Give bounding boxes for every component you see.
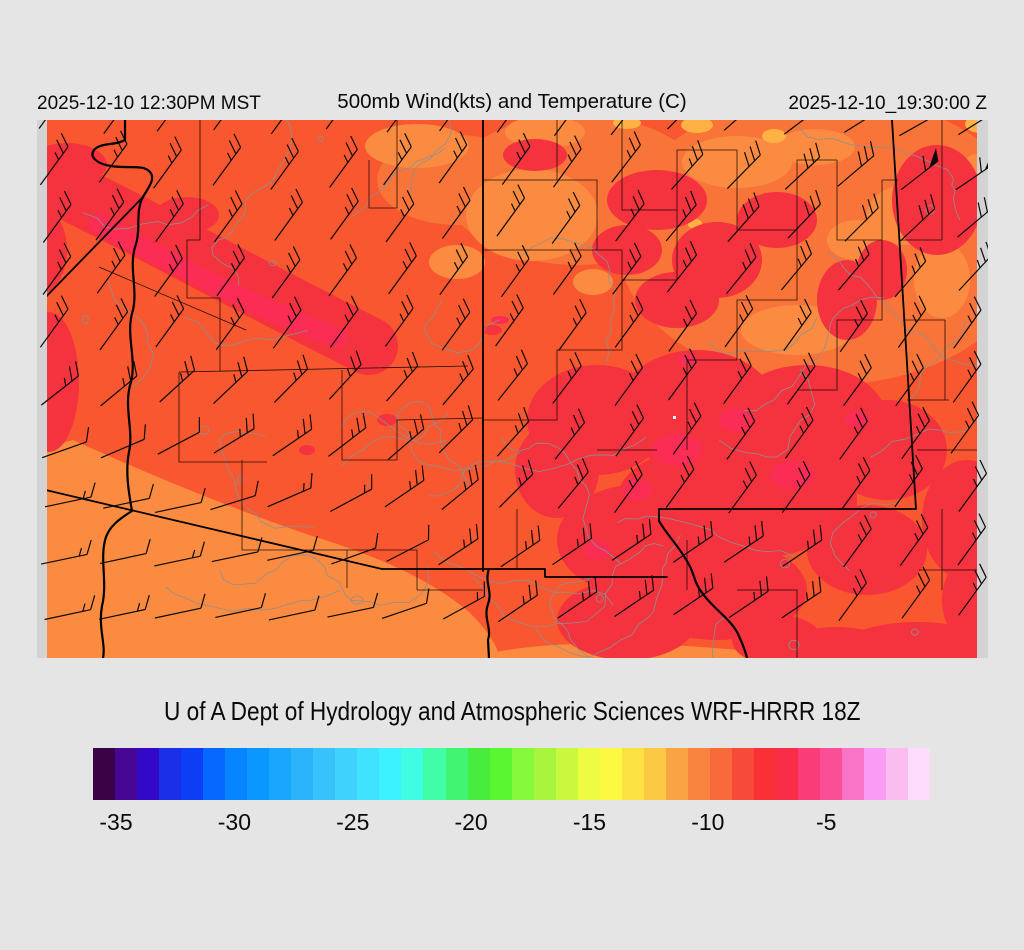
colorbar-segment: [445, 748, 468, 800]
colorbar-segment: [159, 748, 182, 800]
map-canvas: [37, 120, 988, 658]
colorbar-segment: [379, 748, 402, 800]
colorbar-segment: [908, 748, 931, 800]
colorbar-segment: [731, 748, 754, 800]
colorbar-segment: [137, 748, 160, 800]
map-margin-right: [977, 120, 988, 658]
terrain-contours: [82, 120, 988, 658]
county-borders: [98, 120, 988, 658]
colorbar-segment: [335, 748, 358, 800]
colorbar-segment: [401, 748, 424, 800]
map-title: 500mb Wind(kts) and Temperature (C): [337, 90, 687, 113]
temp-light-region: [37, 120, 988, 658]
colorbar-segment: [864, 748, 887, 800]
colorbar-segment: [709, 748, 732, 800]
temp-red-region: [37, 139, 988, 658]
colorbar-tick-labels: -35 -30 -25 -20 -15 -10 -5: [0, 809, 1024, 839]
caption: U of A Dept of Hydrology and Atmospheric…: [163, 696, 861, 726]
local-timestamp: 2025-12-10 12:30PM MST: [37, 93, 261, 114]
colorbar-segment: [820, 748, 843, 800]
tick-label: -5: [815, 809, 837, 835]
colorbar-segment: [115, 748, 138, 800]
tick-label: -10: [691, 809, 725, 835]
colorbar-segment: [533, 748, 556, 800]
tick-label: -30: [217, 809, 251, 835]
colorbar-segment: [203, 748, 226, 800]
colorbar-segment: [798, 748, 821, 800]
state-borders: [37, 120, 917, 658]
colorbar-segment: [489, 748, 512, 800]
colorbar-segment: [555, 748, 578, 800]
colorbar-segment: [643, 748, 666, 800]
colorbar-segment: [269, 748, 292, 800]
map-margin-left: [37, 120, 47, 658]
colorbar-segment: [247, 748, 270, 800]
wind-barbs: [38, 120, 988, 623]
colorbar-segment: [753, 748, 776, 800]
temperature-colorbar: [93, 748, 931, 800]
temperature-field: [37, 120, 988, 658]
weather-map: [37, 120, 988, 658]
colorbar-segment: [577, 748, 600, 800]
colorbar-segment: [357, 748, 380, 800]
colorbar-segment: [665, 748, 688, 800]
colorbar-segment: [291, 748, 314, 800]
river-borders: [91, 120, 749, 658]
colorbar-segment: [423, 748, 446, 800]
tick-label: -20: [454, 809, 488, 835]
colorbar-segment: [511, 748, 534, 800]
colorbar-segment: [775, 748, 798, 800]
colorbar-segment: [225, 748, 248, 800]
tick-label: -15: [572, 809, 607, 835]
tick-label: -35: [99, 809, 133, 835]
colorbar-segment: [687, 748, 710, 800]
colorbar-segment: [93, 748, 116, 800]
tick-label: -25: [336, 809, 370, 835]
colorbar-segment: [842, 748, 865, 800]
colorbar-segment: [181, 748, 204, 800]
colorbar-segment: [886, 748, 909, 800]
colorbar-segment: [313, 748, 336, 800]
utc-timestamp: 2025-12-10_19:30:00 Z: [788, 93, 987, 114]
station-dot: [673, 416, 676, 419]
colorbar-segment: [467, 748, 490, 800]
colorbar-segment: [599, 748, 622, 800]
colorbar-segment: [621, 748, 644, 800]
